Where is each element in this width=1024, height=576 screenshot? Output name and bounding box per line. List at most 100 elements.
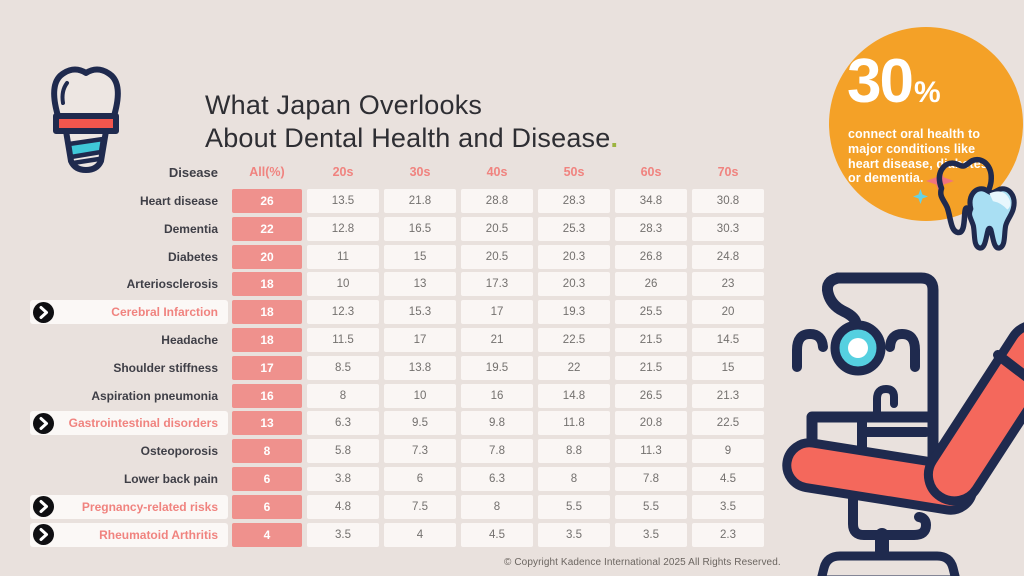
value-cell: 15 (692, 355, 764, 380)
value-cell: 6 (384, 466, 456, 491)
value-cell: 11.5 (307, 327, 379, 352)
title-line-2: About Dental Health and Disease. (205, 123, 619, 153)
value-cell: 21.3 (692, 383, 764, 408)
value-cell: 20.5 (461, 244, 533, 269)
value-cell: 2.3 (692, 522, 764, 547)
value-cell: 3.5 (692, 494, 764, 519)
value-cell: 9.5 (384, 411, 456, 436)
value-cell: 5.8 (307, 439, 379, 464)
value-cell: 28.3 (615, 216, 687, 241)
header-20s: 20s (332, 165, 354, 179)
all-percent-cell: 26 (232, 189, 302, 213)
all-percent-cell: 22 (232, 216, 302, 241)
value-cell: 7.8 (615, 466, 687, 491)
headrest-divider (993, 350, 1024, 382)
value-cell: 16.5 (384, 216, 456, 241)
disease-label-cell: Gastrointestinal disorders (30, 411, 228, 436)
value-cell: 10 (384, 383, 456, 408)
value-cell: 3.5 (615, 522, 687, 547)
value-cell: 13.8 (384, 355, 456, 380)
value-cell: 22 (538, 355, 610, 380)
value-cell: 4.5 (692, 466, 764, 491)
all-percent-cell: 16 (232, 383, 302, 408)
disease-label-cell: Aspiration pneumonia (30, 384, 228, 408)
value-cell: 24.8 (692, 244, 764, 269)
header-70s: 70s (717, 165, 739, 179)
value-cell: 7.8 (461, 439, 533, 464)
chevron-right-icon (33, 524, 54, 546)
disease-label: Dementia (163, 221, 218, 236)
disease-label-cell: Osteoporosis (30, 439, 228, 463)
value-cell: 19.5 (461, 355, 533, 380)
value-cell: 21 (461, 327, 533, 352)
value-cell: 11 (307, 244, 379, 269)
copyright-text: © Copyright Kadence International 2025 A… (504, 557, 781, 568)
chair-base (817, 551, 960, 576)
all-percent-cell: 6 (232, 466, 302, 491)
value-cell: 34.8 (615, 189, 687, 213)
value-cell: 12.8 (307, 216, 379, 241)
title-line-1: What Japan Overlooks (205, 90, 483, 120)
sparkle-blue-icon (913, 189, 928, 204)
table-row: Lower back pain 6 3.8 6 6.3 8 7.8 4.5 (30, 466, 764, 491)
disease-label-cell: Diabetes (30, 245, 228, 269)
dental-chair-illustration (782, 272, 1024, 576)
header-50s: 50s (563, 165, 585, 179)
value-cell: 4.8 (307, 494, 379, 519)
disease-label: Arteriosclerosis (126, 277, 218, 292)
all-percent-cell: 20 (232, 244, 302, 269)
all-percent-cell: 18 (232, 300, 302, 325)
all-percent-cell: 13 (232, 411, 302, 436)
value-cell: 20.5 (461, 216, 533, 241)
value-cell: 17 (461, 300, 533, 325)
value-cell: 26.8 (615, 244, 687, 269)
tray-table (806, 411, 939, 445)
disease-label: Heart disease (139, 194, 218, 208)
value-cell: 20.3 (538, 244, 610, 269)
value-cell: 22.5 (692, 411, 764, 436)
value-cell: 28.8 (461, 189, 533, 213)
value-cell: 25.3 (538, 216, 610, 241)
value-cell: 17 (384, 327, 456, 352)
disease-label: Diabetes (167, 249, 218, 264)
table-row: Dementia 22 12.8 16.5 20.5 25.3 28.3 30.… (30, 216, 764, 241)
all-percent-cell: 6 (232, 494, 302, 519)
value-cell: 3.8 (307, 466, 379, 491)
table-row: Cerebral Infarction 18 12.3 15.3 17 19.3… (30, 300, 764, 325)
value-cell: 20.8 (615, 411, 687, 436)
all-percent-cell: 18 (232, 272, 302, 297)
table-row: Osteoporosis 8 5.8 7.3 7.8 8.8 11.3 9 (30, 439, 764, 464)
value-cell: 20.3 (538, 272, 610, 297)
table-row: Heart disease 26 13.5 21.8 28.8 28.3 34.… (30, 189, 764, 213)
all-percent-cell: 8 (232, 439, 302, 464)
value-cell: 30.3 (692, 216, 764, 241)
value-cell: 21.8 (384, 189, 456, 213)
value-cell: 9.8 (461, 411, 533, 436)
disease-label-cell: Pregnancy-related risks (30, 494, 228, 519)
disease-label-cell: Heart disease (30, 189, 228, 213)
all-percent-cell: 4 (232, 522, 302, 547)
value-cell: 14.8 (538, 383, 610, 408)
disease-label-cell: Dementia (30, 217, 228, 241)
value-cell: 12.3 (307, 300, 379, 325)
disease-label: Shoulder stiffness (113, 360, 218, 375)
disease-label: Pregnancy-related risks (81, 499, 218, 514)
table-row: Pregnancy-related risks 6 4.8 7.5 8 5.5 … (30, 494, 764, 519)
header-30s: 30s (409, 165, 431, 179)
table-body: Heart disease 26 13.5 21.8 28.8 28.3 34.… (30, 189, 764, 547)
value-cell: 4.5 (461, 522, 533, 547)
value-cell: 5.5 (615, 494, 687, 519)
value-cell: 8 (538, 466, 610, 491)
stat-figure: 30 % (847, 51, 941, 113)
disease-table: Disease All(%) 20s 30s 40s 50s 60s 70s H… (30, 161, 764, 550)
value-cell: 8 (461, 494, 533, 519)
seat-hook (848, 493, 931, 540)
stat-bubble: 30 % connect oral health to major condit… (829, 27, 1023, 221)
value-cell: 13.5 (307, 189, 379, 213)
header-disease: Disease (168, 164, 218, 180)
header-all-percent: All(%) (249, 165, 285, 179)
value-cell: 15 (384, 244, 456, 269)
value-cell: 14.5 (692, 327, 764, 352)
value-cell: 13 (384, 272, 456, 297)
